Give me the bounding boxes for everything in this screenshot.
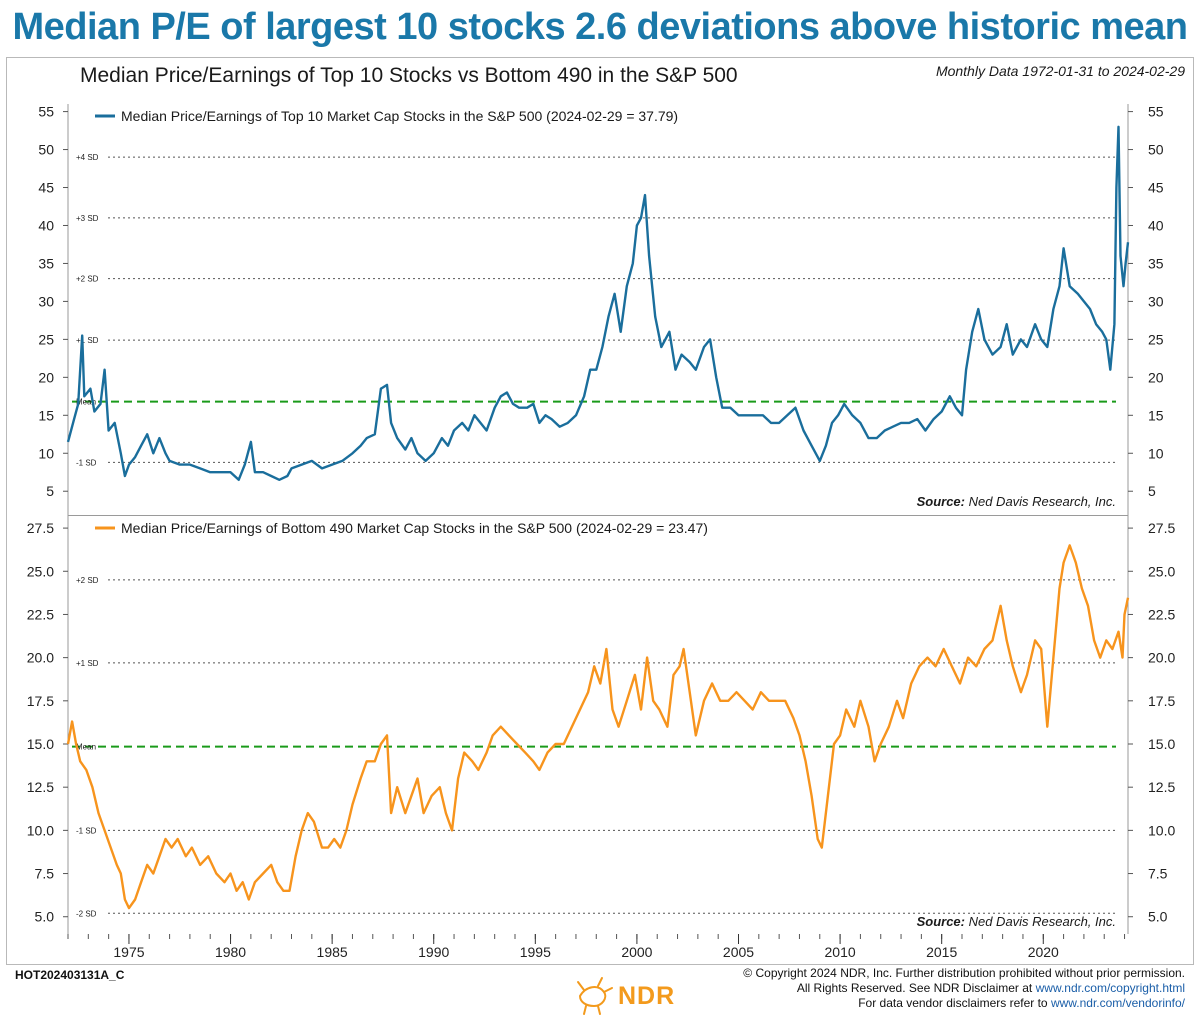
source-note: Source: Ned Davis Research, Inc.	[917, 914, 1116, 929]
sd-label: +3 SD	[76, 214, 99, 223]
x-tick-label: 2005	[723, 944, 754, 960]
x-tick-label: 2000	[621, 944, 652, 960]
copyright-line-1: © Copyright 2024 NDR, Inc. Further distr…	[743, 966, 1185, 980]
sd-label: +2 SD	[76, 576, 99, 585]
y-tick-label-right: 10.0	[1148, 822, 1175, 838]
y-tick-label-left: 22.5	[27, 606, 54, 622]
legend-label: Median Price/Earnings of Bottom 490 Mark…	[121, 520, 708, 536]
chart-frame	[6, 57, 1194, 965]
y-tick-label-right: 25.0	[1148, 563, 1175, 579]
x-tick-label: 2010	[825, 944, 856, 960]
y-tick-label-left: 25	[38, 331, 54, 347]
x-tick-label: 1990	[418, 944, 449, 960]
y-tick-label-left: 7.5	[35, 866, 55, 882]
sd-label: Mean	[76, 743, 96, 752]
x-tick-label: 1980	[215, 944, 246, 960]
x-tick-label: 2015	[926, 944, 957, 960]
y-tick-label-right: 35	[1148, 255, 1164, 271]
y-tick-label-left: 35	[38, 255, 54, 271]
sd-label: +1 SD	[76, 336, 99, 345]
copyright-notice: © Copyright 2024 NDR, Inc. Further distr…	[743, 966, 1185, 1011]
y-tick-label-right: 17.5	[1148, 693, 1175, 709]
y-tick-label-right: 5	[1148, 483, 1156, 499]
vendor-info-link[interactable]: www.ndr.com/vendorinfo/	[1050, 996, 1185, 1010]
date-range: Monthly Data 1972-01-31 to 2024-02-29	[935, 63, 1185, 79]
y-tick-label-left: 25.0	[27, 563, 54, 579]
sd-label: Mean	[76, 398, 96, 407]
y-tick-label-left: 50	[38, 142, 54, 158]
headline: Median P/E of largest 10 stocks 2.6 devi…	[12, 6, 1188, 48]
y-tick-label-left: 5	[46, 483, 54, 499]
copyright-link[interactable]: www.ndr.com/copyright.html	[1035, 981, 1185, 995]
y-tick-label-right: 10	[1148, 445, 1164, 461]
source-note: Source: Ned Davis Research, Inc.	[917, 494, 1116, 509]
x-tick-label: 2020	[1028, 944, 1059, 960]
copyright-line-2: All Rights Reserved. See NDR Disclaimer …	[743, 981, 1185, 996]
y-tick-label-left: 10	[38, 445, 54, 461]
y-tick-label-right: 22.5	[1148, 606, 1175, 622]
y-tick-label-left: 45	[38, 180, 54, 196]
y-tick-label-left: 30	[38, 293, 54, 309]
y-tick-label-right: 55	[1148, 104, 1164, 120]
x-tick-label: 1995	[520, 944, 551, 960]
top10-series-line	[66, 125, 1130, 481]
y-tick-label-left: 12.5	[27, 779, 54, 795]
y-tick-label-right: 40	[1148, 217, 1164, 233]
legend-label: Median Price/Earnings of Top 10 Market C…	[121, 108, 678, 124]
copyright-line-3: For data vendor disclaimers refer to www…	[743, 996, 1185, 1011]
sd-label: -1 SD	[76, 458, 97, 467]
y-tick-label-right: 20.0	[1148, 650, 1175, 666]
bottom490-series-line	[66, 544, 1130, 910]
sd-label: +2 SD	[76, 275, 99, 284]
y-tick-label-left: 15.0	[27, 736, 54, 752]
y-tick-label-left: 27.5	[27, 520, 54, 536]
y-tick-label-right: 30	[1148, 293, 1164, 309]
bull-bear-icon	[577, 977, 613, 1015]
y-tick-label-right: 20	[1148, 369, 1164, 385]
y-tick-label-left: 20	[38, 369, 54, 385]
x-tick-label: 1975	[113, 944, 144, 960]
x-tick-label: 1985	[317, 944, 348, 960]
y-tick-label-right: 15	[1148, 407, 1164, 423]
ndr-logo-text: NDR	[618, 982, 676, 1010]
y-tick-label-right: 5.0	[1148, 909, 1168, 925]
sd-label: -1 SD	[76, 826, 97, 835]
copyright-line-3-text: For data vendor disclaimers refer to	[858, 996, 1051, 1010]
y-tick-label-left: 20.0	[27, 650, 54, 666]
y-tick-label-left: 17.5	[27, 693, 54, 709]
y-tick-label-right: 27.5	[1148, 520, 1175, 536]
chart-subtitle: Median Price/Earnings of Top 10 Stocks v…	[80, 64, 738, 87]
sd-label: -2 SD	[76, 909, 97, 918]
y-tick-label-right: 50	[1148, 142, 1164, 158]
y-tick-label-right: 15.0	[1148, 736, 1175, 752]
y-tick-label-left: 55	[38, 104, 54, 120]
y-tick-label-right: 45	[1148, 180, 1164, 196]
document-id: HOT202403131A_C	[15, 968, 125, 982]
y-tick-label-right: 12.5	[1148, 779, 1175, 795]
y-tick-label-left: 15	[38, 407, 54, 423]
y-tick-label-left: 40	[38, 217, 54, 233]
sd-label: +4 SD	[76, 153, 99, 162]
y-tick-label-right: 25	[1148, 331, 1164, 347]
copyright-line-2-text: All Rights Reserved. See NDR Disclaimer …	[796, 981, 1036, 995]
sd-label: +1 SD	[76, 659, 99, 668]
y-tick-label-left: 10.0	[27, 822, 54, 838]
y-tick-label-left: 5.0	[35, 909, 55, 925]
y-tick-label-right: 7.5	[1148, 866, 1168, 882]
